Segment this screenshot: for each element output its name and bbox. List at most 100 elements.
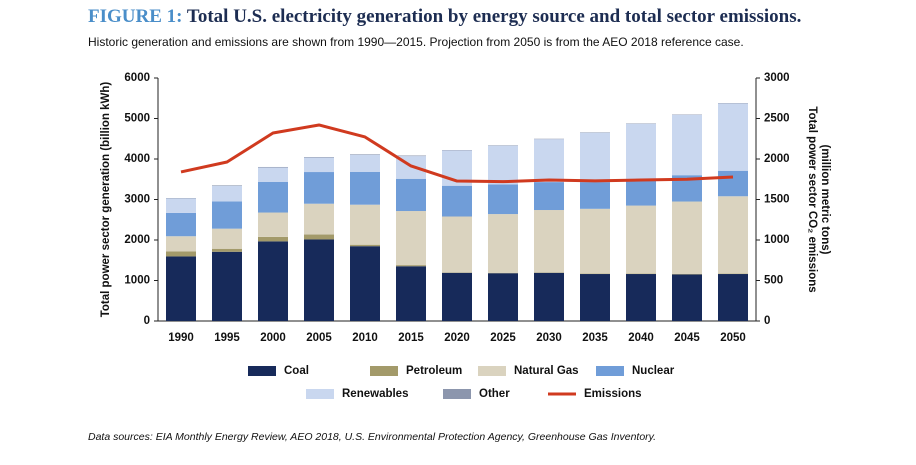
x-tick-label: 2045	[674, 332, 700, 344]
bar-segment	[488, 145, 518, 185]
bar-segment	[212, 185, 242, 202]
legend-label: Other	[479, 388, 510, 400]
bar-segment	[304, 157, 334, 158]
bar-segment	[212, 185, 242, 186]
legend-swatch	[306, 389, 334, 399]
line-series	[180, 123, 734, 184]
y-tick-label: 3000	[124, 194, 150, 206]
legend-label: Natural Gas	[514, 365, 579, 377]
bar-segment	[534, 272, 564, 321]
x-tick-label: 2020	[444, 332, 470, 344]
bar-segment	[718, 170, 748, 197]
legend-swatch	[370, 366, 398, 376]
y2-tick-label: 500	[764, 275, 783, 287]
bar-segment	[672, 274, 702, 321]
legend-swatch	[596, 366, 624, 376]
bar-segment	[166, 236, 196, 252]
y-tick-label: 1000	[124, 275, 150, 287]
bar-segment	[672, 201, 702, 275]
y-tick-label: 5000	[124, 113, 150, 125]
x-tick-label: 2005	[306, 332, 332, 344]
bar-segment	[626, 274, 656, 321]
bar-segment	[304, 239, 334, 321]
x-tick-label: 2010	[352, 332, 378, 344]
bar-segment	[212, 201, 242, 229]
x-tick-label: 2000	[260, 332, 286, 344]
bar-segment	[212, 248, 242, 252]
legend-label: Petroleum	[406, 365, 462, 377]
legend-label: Emissions	[584, 388, 642, 400]
bar-segment	[396, 178, 426, 212]
bar-segment	[350, 154, 380, 173]
chart-title: Total U.S. electricity generation by ene…	[187, 6, 801, 27]
bar-segment	[350, 246, 380, 321]
bar-segment	[442, 185, 472, 217]
chart-subtitle: Historic generation and emissions are sh…	[88, 35, 744, 49]
bar-segment	[166, 212, 196, 237]
bar-segment	[258, 182, 288, 213]
y-tick-label: 0	[144, 315, 150, 327]
y2-axis-label: Total power sector CO₂ emissions	[806, 106, 818, 292]
bar-segment	[258, 167, 288, 183]
x-tick-label: 2025	[490, 332, 516, 344]
bar-segment	[580, 132, 610, 183]
y-axis-label: Total power sector generation (billion k…	[100, 82, 112, 318]
bar-segment	[718, 196, 748, 274]
y-tick-label: 2000	[124, 234, 150, 246]
bar-segment	[166, 256, 196, 321]
bar-segment	[626, 205, 656, 274]
legend-swatch	[478, 366, 506, 376]
bar-segment	[396, 266, 426, 321]
bar-segment	[350, 204, 380, 245]
bar-segment	[580, 208, 610, 274]
x-tick-label: 2035	[582, 332, 608, 344]
legend-label: Coal	[284, 365, 309, 377]
bar-segment	[212, 251, 242, 321]
bar-segment	[212, 228, 242, 249]
bar-segment	[672, 114, 702, 176]
y2-tick-label: 1500	[764, 194, 790, 206]
bar-segment	[304, 157, 334, 173]
y2-tick-label: 3000	[764, 72, 790, 84]
bar-segment	[442, 216, 472, 273]
legend-swatch	[443, 389, 471, 399]
bar-segment	[350, 172, 380, 205]
bar-segment	[258, 212, 288, 237]
bar-segment	[304, 172, 334, 204]
bar-segment	[396, 265, 426, 267]
bar-segment	[718, 274, 748, 321]
bar-segment	[580, 274, 610, 321]
x-tick-label: 2040	[628, 332, 654, 344]
x-tick-label: 1990	[168, 332, 194, 344]
y2-tick-label: 1000	[764, 234, 790, 246]
y-tick-label: 6000	[124, 72, 150, 84]
legend-swatch	[248, 366, 276, 376]
bar-segment	[534, 139, 564, 183]
bar-segment	[258, 236, 288, 242]
x-tick-label: 2030	[536, 332, 562, 344]
y2-tick-label: 2500	[764, 113, 790, 125]
chart-heading: FIGURE 1: Total U.S. electricity generat…	[88, 6, 801, 27]
bar-segment	[166, 251, 196, 257]
bar-segment	[718, 103, 748, 171]
bar-segment	[258, 241, 288, 321]
legend-label: Nuclear	[632, 365, 675, 377]
bar-segment	[626, 123, 656, 180]
figure-label: FIGURE 1:	[88, 6, 182, 27]
bar-segment	[396, 155, 426, 157]
bar-segment	[488, 273, 518, 321]
bar-segment	[488, 214, 518, 273]
bar-segment	[626, 179, 656, 206]
bar-segment	[442, 272, 472, 321]
y2-tick-label: 0	[764, 315, 770, 327]
bar-segment	[304, 234, 334, 240]
y2-axis-label: (million metric tons)	[819, 145, 831, 255]
y2-tick-label: 2000	[764, 153, 790, 165]
x-tick-label: 2015	[398, 332, 424, 344]
source-note: Data sources: EIA Monthly Energy Review,…	[88, 431, 656, 443]
bar-segment	[534, 182, 564, 211]
x-tick-label: 1995	[214, 332, 240, 344]
bar-segment	[350, 244, 380, 247]
bar-segment	[258, 166, 288, 168]
